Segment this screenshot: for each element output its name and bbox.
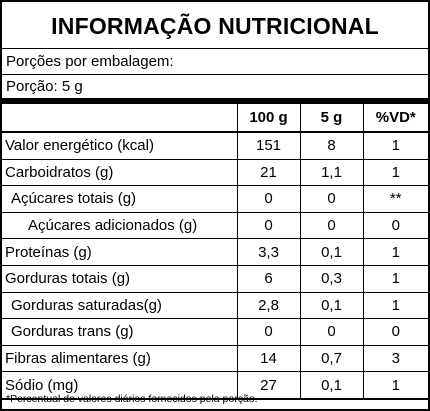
servings-divider [2, 74, 428, 75]
table-row: Açúcares adicionados (g) 0 0 0 [2, 212, 428, 240]
value-per-5g: 8 [299, 132, 363, 160]
table-header-row: 100 g 5 g %VD* [2, 104, 428, 133]
value-per-100g: 3,3 [236, 238, 300, 266]
value-per-100g: 2,8 [236, 292, 300, 320]
title-divider [2, 48, 428, 49]
value-per-5g: 0 [299, 318, 363, 346]
value-daily-percent: 1 [362, 132, 428, 160]
header-per-5g: 5 g [299, 104, 363, 133]
value-per-100g: 27 [236, 371, 300, 400]
value-per-5g: 0,1 [299, 238, 363, 266]
servings-per-package: Porções por embalagem: [6, 53, 174, 70]
value-per-5g: 0 [299, 185, 363, 213]
table-row: Sódio (mg) 27 0,1 1 [2, 371, 428, 400]
value-daily-percent: 3 [362, 345, 428, 373]
value-daily-percent: 1 [362, 265, 428, 293]
nutrient-name: Gorduras saturadas(g) [2, 292, 237, 320]
value-daily-percent: 1 [362, 292, 428, 320]
thick-divider [2, 98, 428, 104]
value-per-100g: 0 [236, 318, 300, 346]
value-daily-percent: 1 [362, 238, 428, 266]
value-daily-percent: 0 [362, 212, 428, 240]
value-per-5g: 0,7 [299, 345, 363, 373]
nutrient-name: Carboidratos (g) [2, 159, 237, 187]
footnote: *Percentual de valores diários fornecido… [6, 393, 258, 405]
table-row: Carboidratos (g) 21 1,1 1 [2, 159, 428, 187]
value-per-100g: 0 [236, 212, 300, 240]
value-per-5g: 0,1 [299, 371, 363, 400]
value-per-100g: 6 [236, 265, 300, 293]
value-daily-percent: 1 [362, 159, 428, 187]
value-daily-percent: 1 [362, 371, 428, 400]
table-row: Açúcares totais (g) 0 0 ** [2, 185, 428, 213]
value-per-5g: 1,1 [299, 159, 363, 187]
serving-size: Porção: 5 g [6, 78, 83, 95]
value-per-100g: 0 [236, 185, 300, 213]
nutrient-name: Fibras alimentares (g) [2, 345, 237, 373]
label-title: INFORMAÇÃO NUTRICIONAL [51, 13, 379, 39]
nutrient-name: Proteínas (g) [2, 238, 237, 266]
nutrition-table: 100 g 5 g %VD* Valor energético (kcal) 1… [2, 104, 428, 400]
nutrient-name: Açúcares adicionados (g) [2, 212, 237, 240]
table-row: Gorduras saturadas(g) 2,8 0,1 1 [2, 292, 428, 320]
value-per-100g: 151 [236, 132, 300, 160]
value-per-5g: 0,3 [299, 265, 363, 293]
table-row: Proteínas (g) 3,3 0,1 1 [2, 238, 428, 266]
value-per-100g: 14 [236, 345, 300, 373]
table-row: Valor energético (kcal) 151 8 1 [2, 132, 428, 160]
nutrient-name: Sódio (mg) [2, 371, 237, 400]
nutrient-name: Gorduras totais (g) [2, 265, 237, 293]
header-nutrient [2, 104, 237, 133]
value-daily-percent: ** [362, 185, 428, 213]
table-row: Gorduras totais (g) 6 0,3 1 [2, 265, 428, 293]
header-daily-value: %VD* [362, 104, 428, 133]
nutrient-name: Açúcares totais (g) [2, 185, 237, 213]
value-per-5g: 0,1 [299, 292, 363, 320]
header-per-100g: 100 g [236, 104, 300, 133]
value-per-100g: 21 [236, 159, 300, 187]
value-per-5g: 0 [299, 212, 363, 240]
value-daily-percent: 0 [362, 318, 428, 346]
table-row: Gorduras trans (g) 0 0 0 [2, 318, 428, 346]
nutrient-name: Gorduras trans (g) [2, 318, 237, 346]
table-row: Fibras alimentares (g) 14 0,7 3 [2, 345, 428, 373]
nutrient-name: Valor energético (kcal) [2, 132, 237, 160]
